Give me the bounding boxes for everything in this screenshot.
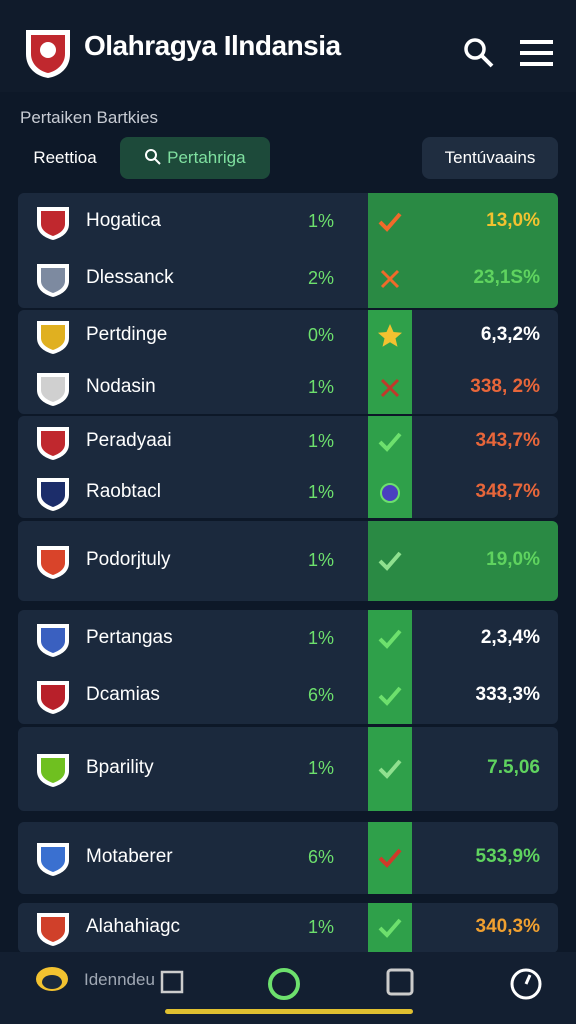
nav-icon[interactable] — [386, 966, 416, 998]
card: Podorjtuly 1% 19,0% — [18, 521, 558, 601]
status-marker — [380, 378, 400, 398]
team-percent: 0% — [308, 325, 335, 345]
tab[interactable]: Reettioa — [33, 148, 97, 167]
team-logo — [37, 321, 69, 354]
team-percent: 1% — [308, 758, 335, 778]
header: Olahragya Ilndansia — [0, 0, 576, 92]
search-button[interactable] — [462, 36, 496, 70]
team-score: 2,3,4% — [480, 626, 540, 648]
search-icon — [145, 149, 162, 165]
card: Motaberer 6% 533,9% — [18, 822, 558, 894]
team-name: Dlessanck — [86, 267, 174, 289]
status-strip — [368, 822, 412, 894]
nav-label[interactable]: Idenndeu — [84, 970, 155, 989]
nav-icon[interactable] — [508, 966, 544, 1002]
team-logo — [37, 373, 69, 406]
status-strip — [368, 903, 412, 953]
card: Bparility 1% 7.5,06 — [18, 727, 558, 811]
progress-bar — [165, 1009, 413, 1014]
team-logo — [37, 546, 69, 579]
team-percent: 1% — [308, 627, 335, 648]
team-percent: 1% — [308, 210, 335, 231]
team-percent: 1% — [308, 550, 335, 570]
team-score: 7.5,06 — [487, 757, 540, 778]
status-marker — [378, 432, 402, 452]
card: Alahahiagc 1% 340,3% — [18, 903, 558, 953]
status-marker — [378, 212, 402, 232]
status-marker — [378, 848, 402, 868]
team-percent: 1% — [308, 481, 335, 502]
team-logo — [37, 264, 69, 298]
card: Pertdinge 0% 6,3,2% Nodasin 1% 338, 2% — [18, 310, 558, 414]
team-percent: 1% — [308, 377, 335, 397]
team-name: Bparility — [86, 757, 154, 778]
team-score: 13,0% — [486, 209, 540, 231]
team-logo — [37, 843, 69, 876]
status-strip — [368, 727, 412, 811]
app-logo — [26, 30, 70, 78]
card-highlight — [368, 521, 558, 601]
menu-button[interactable] — [520, 38, 554, 68]
team-score: 6,3,2% — [480, 324, 540, 345]
team-name: Podorjtuly — [86, 549, 171, 570]
team-logo — [37, 477, 69, 511]
team-name: Pertangas — [86, 626, 173, 648]
bottom-nav: Idenndeu — [0, 952, 576, 1024]
team-name: Motaberer — [86, 846, 173, 867]
nav-icon[interactable] — [160, 968, 186, 996]
card: Pertangas 1% 2,3,4% Dcamias 6% 333,3% — [18, 610, 558, 724]
status-marker — [378, 686, 402, 706]
team-percent: 1% — [308, 430, 335, 451]
team-logo — [37, 680, 69, 714]
section-label: Pertaiken Bartkies — [20, 108, 158, 127]
team-logo — [37, 426, 69, 460]
status-marker — [380, 270, 400, 289]
team-score: 533,9% — [475, 846, 540, 867]
tab-label: Pertahriga — [167, 148, 246, 167]
status-marker — [378, 918, 402, 938]
card-highlight — [368, 193, 558, 308]
nav-logo[interactable] — [34, 964, 70, 994]
team-score: 19,0% — [486, 549, 540, 570]
team-name: Hogatica — [86, 209, 161, 231]
status-marker — [378, 629, 402, 649]
team-percent: 6% — [308, 847, 335, 867]
card: Peradyaai 1% 343,7% Raobtacl 1% 348,7% — [18, 416, 558, 518]
team-score: 23,1S% — [473, 267, 540, 289]
team-logo — [37, 206, 69, 240]
status-marker — [378, 551, 402, 571]
team-name: Peradyaai — [86, 429, 172, 451]
tab-active[interactable]: Pertahriga — [120, 137, 270, 179]
team-score: 338, 2% — [470, 376, 540, 397]
team-logo — [37, 623, 69, 657]
team-name: Alahahiagc — [86, 916, 181, 937]
app-title: Olahragya Ilndansia — [84, 30, 341, 61]
team-percent: 1% — [308, 917, 335, 937]
status-strip — [368, 610, 412, 724]
card: Hogatica 1% 13,0% Dlessanck 2% 23,1S% — [18, 193, 558, 308]
team-score: 348,7% — [475, 480, 540, 502]
team-score: 340,3% — [475, 916, 540, 937]
team-name: Raobtacl — [86, 480, 161, 502]
team-logo — [37, 754, 69, 787]
status-marker — [378, 324, 402, 347]
team-name: Pertdinge — [86, 324, 168, 345]
team-logo — [37, 913, 69, 946]
status-marker — [380, 482, 400, 503]
team-name: Dcamias — [86, 683, 160, 705]
team-score: 343,7% — [475, 429, 540, 451]
team-percent: 2% — [308, 268, 335, 289]
tab[interactable]: Tentúvaains — [422, 137, 558, 179]
team-name: Nodasin — [86, 376, 156, 397]
status-marker — [378, 759, 402, 779]
team-score: 333,3% — [475, 683, 540, 705]
nav-icon-active[interactable] — [266, 966, 302, 1002]
team-percent: 6% — [308, 684, 335, 705]
